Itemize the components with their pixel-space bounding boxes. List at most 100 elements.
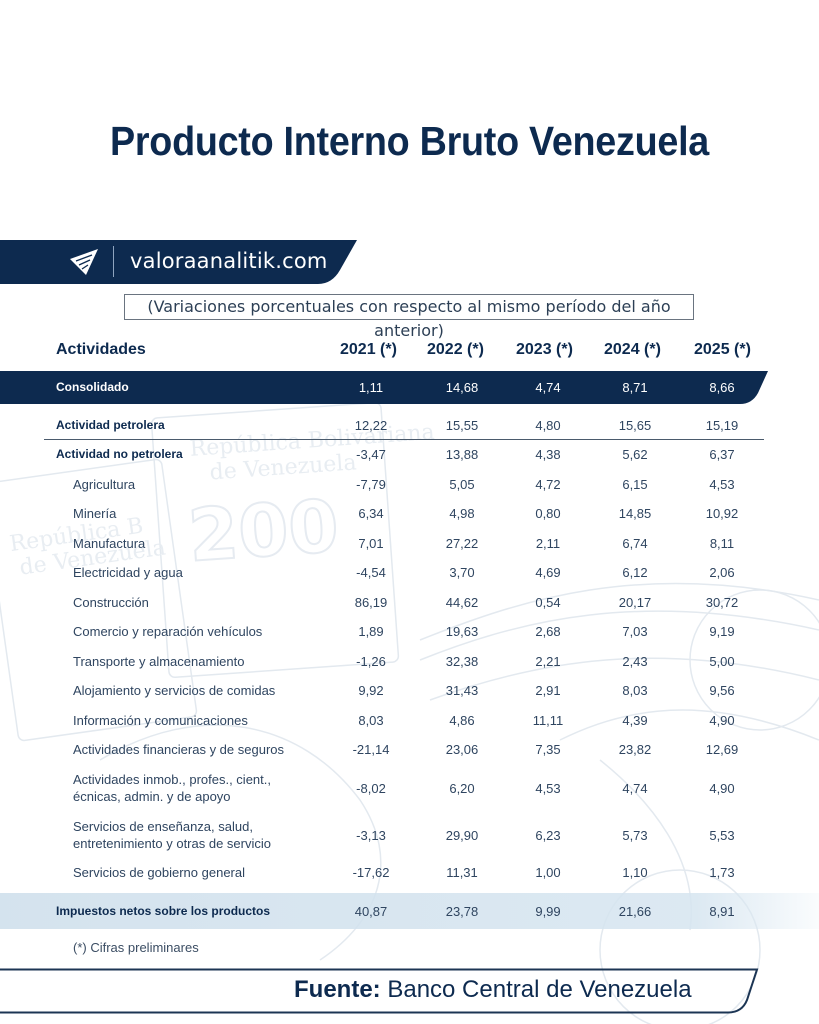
- cell-2023: 4,74: [535, 380, 561, 395]
- cell-2022: 23,78: [445, 904, 479, 919]
- cell-2022: 19,63: [445, 624, 479, 639]
- cell-2021: -8,02: [356, 781, 386, 796]
- row-label: Consolidado: [56, 380, 129, 394]
- cell-2023: 4,72: [535, 477, 561, 492]
- cell-2024: 6,12: [622, 565, 648, 580]
- cell-2022: 5,05: [449, 477, 475, 492]
- cell-2023: 9,99: [535, 904, 561, 919]
- brand-banner-shape: [0, 240, 357, 284]
- cell-2024: 2,43: [622, 654, 648, 669]
- cell-2021: -3,13: [356, 828, 386, 843]
- cell-2022: 6,20: [449, 781, 475, 796]
- cell-2025: 6,37: [709, 447, 735, 462]
- cell-2022: 4,86: [449, 713, 475, 728]
- row-label-line2: entretenimiento y otras de servicio: [73, 836, 271, 851]
- cell-2021: 86,19: [354, 595, 388, 610]
- cell-2021: -3,47: [356, 447, 386, 462]
- cell-2025: 5,00: [709, 654, 735, 669]
- header-year-2021: 2021 (*): [340, 341, 397, 358]
- cell-2022: 31,43: [445, 683, 479, 698]
- cell-2021: -1,26: [356, 654, 386, 669]
- cell-2024: 14,85: [618, 506, 652, 521]
- section-divider: [44, 439, 764, 440]
- cell-2022: 14,68: [445, 380, 479, 395]
- cell-2025: 4,90: [709, 713, 735, 728]
- consolidado-band: [0, 371, 768, 404]
- row-label: Electricidad y agua: [73, 565, 183, 580]
- row-label: Transporte y almacenamiento: [73, 654, 245, 669]
- cell-2021: 1,89: [358, 624, 384, 639]
- cell-2024: 4,39: [622, 713, 648, 728]
- cell-2024: 4,74: [622, 781, 648, 796]
- cell-2025: 9,56: [709, 683, 735, 698]
- paper-plane-logo-icon: [70, 249, 98, 275]
- cell-2025: 8,66: [709, 380, 735, 395]
- cell-2024: 8,71: [622, 380, 648, 395]
- brand-banner: valoraanalitik.com: [0, 240, 357, 284]
- cell-2021: 8,03: [358, 713, 384, 728]
- cell-2021: 1,11: [358, 380, 384, 395]
- brand-separator: [113, 246, 114, 277]
- cell-2024: 23,82: [618, 742, 652, 757]
- brand-website[interactable]: valoraanalitik.com: [130, 249, 328, 273]
- impuestos-band: [0, 893, 819, 929]
- cell-2023: 7,35: [535, 742, 561, 757]
- header-year-2025: 2025 (*): [694, 341, 751, 358]
- source-credit: Fuente: Banco Central de Venezuela: [294, 976, 692, 1004]
- cell-2023: 4,53: [535, 781, 561, 796]
- cell-2022: 32,38: [445, 654, 479, 669]
- row-label: Manufactura: [73, 536, 146, 551]
- row-label: Servicios de gobierno general: [73, 865, 245, 880]
- row-label: Construcción: [73, 595, 149, 610]
- row-label: Actividad no petrolera: [56, 447, 183, 461]
- source-value: Banco Central de Venezuela: [380, 976, 692, 1003]
- cell-2021: 40,87: [354, 904, 388, 919]
- row-label: Comercio y reparación vehículos: [73, 624, 263, 639]
- cell-2025: 30,72: [705, 595, 739, 610]
- cell-2025: 8,11: [709, 536, 735, 551]
- header-activities: Actividades: [56, 341, 146, 358]
- cell-2021: 7,01: [358, 536, 384, 551]
- cell-2024: 7,03: [622, 624, 648, 639]
- source-label: Fuente:: [294, 976, 381, 1003]
- cell-2023: 2,21: [535, 654, 561, 669]
- row-label: Información y comunicaciones: [73, 713, 248, 728]
- cell-2022: 4,98: [449, 506, 475, 521]
- cell-2021: -21,14: [352, 742, 390, 757]
- cell-2025: 5,53: [709, 828, 735, 843]
- cell-2023: 4,38: [535, 447, 561, 462]
- cell-2025: 8,91: [709, 904, 735, 919]
- cell-2023: 1,00: [535, 865, 561, 880]
- cell-2022: 23,06: [445, 742, 479, 757]
- cell-2021: -4,54: [356, 565, 386, 580]
- row-label: Alojamiento y servicios de comidas: [73, 683, 276, 698]
- cell-2021: -7,79: [356, 477, 386, 492]
- row-label: Actividades financieras y de seguros: [73, 742, 285, 757]
- cell-2022: 13,88: [445, 447, 479, 462]
- cell-2024: 8,03: [622, 683, 648, 698]
- row-label: Agricultura: [73, 477, 136, 492]
- row-label: Servicios de enseñanza, salud,: [73, 819, 253, 834]
- cell-2023: 2,91: [535, 683, 561, 698]
- cell-2022: 27,22: [445, 536, 479, 551]
- header-year-2023: 2023 (*): [516, 341, 573, 358]
- cell-2023: 4,80: [535, 418, 561, 433]
- cell-2025: 4,53: [709, 477, 735, 492]
- cell-2023: 0,80: [535, 506, 561, 521]
- cell-2021: 6,34: [358, 506, 384, 521]
- cell-2025: 2,06: [709, 565, 735, 580]
- cell-2024: 6,74: [622, 536, 648, 551]
- source-frame: [0, 968, 760, 1014]
- cell-2021: 12,22: [354, 418, 388, 433]
- header-year-2024: 2024 (*): [604, 341, 661, 358]
- cell-2022: 3,70: [449, 565, 475, 580]
- cell-2024: 15,65: [618, 418, 652, 433]
- row-label: Actividad petrolera: [56, 418, 165, 432]
- cell-2024: 21,66: [618, 904, 652, 919]
- cell-2022: 11,31: [446, 865, 478, 880]
- cell-2025: 12,69: [705, 742, 739, 757]
- footnote: (*) Cifras preliminares: [73, 940, 199, 955]
- cell-2025: 4,90: [709, 781, 735, 796]
- row-label: Minería: [73, 506, 117, 521]
- cell-2023: 4,69: [535, 565, 561, 580]
